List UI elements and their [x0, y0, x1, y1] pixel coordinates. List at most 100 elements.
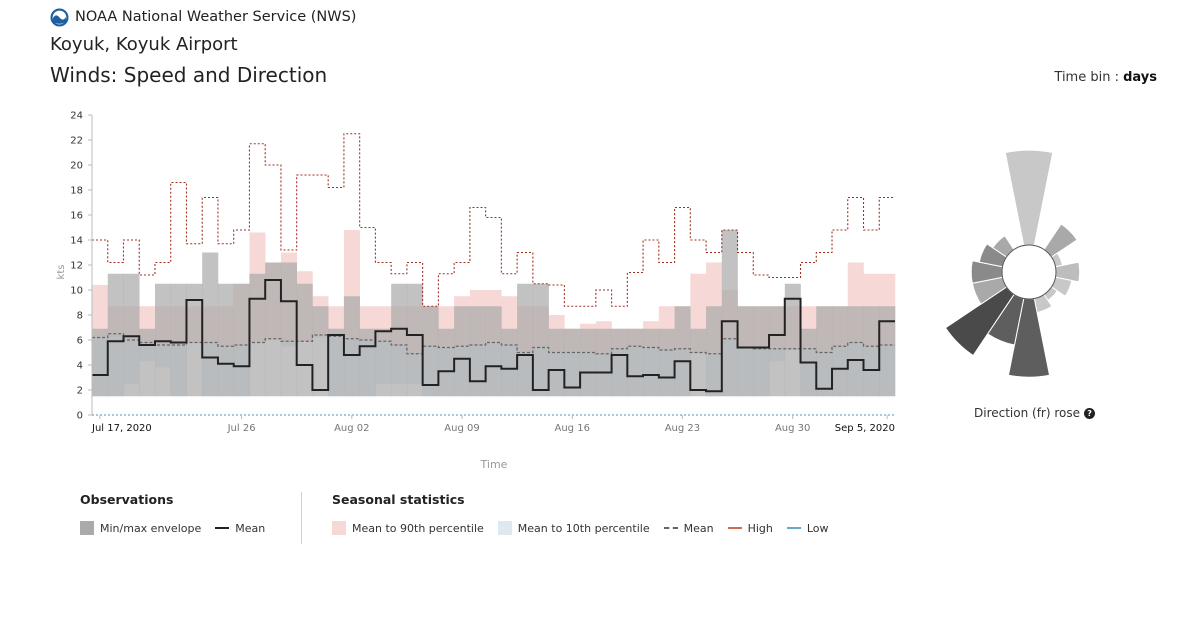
legend-label: Mean: [683, 521, 714, 535]
y-tick-label: 22: [70, 136, 83, 147]
envelope-bar: [690, 328, 707, 397]
envelope-bar: [769, 306, 786, 397]
rose-petal-ne: [1043, 223, 1078, 258]
envelope-bar: [280, 262, 297, 397]
x-tick-label: Jul 17, 2020: [91, 423, 152, 434]
x-tick-label: Sep 5, 2020: [835, 423, 895, 434]
envelope-bar: [249, 273, 266, 397]
rose-petal-n: [1004, 149, 1054, 247]
envelope-bar: [359, 328, 376, 397]
y-tick-label: 18: [70, 186, 83, 197]
x-tick-label: Aug 02: [334, 423, 369, 434]
envelope-bar: [816, 306, 833, 397]
envelope-bar: [879, 306, 896, 397]
legend-item-high[interactable]: High: [727, 521, 773, 535]
p10-swatch: [497, 521, 512, 535]
brand: NOAA National Weather Service (NWS): [50, 7, 356, 27]
y-tick-label: 6: [77, 336, 83, 347]
y-axis-label: kts: [56, 265, 67, 280]
envelope-bar: [548, 328, 565, 397]
legend-item-seasonal-mean[interactable]: Mean: [663, 521, 714, 535]
envelope-bar: [296, 283, 313, 397]
envelope-bar: [627, 328, 644, 397]
y-tick-label: 12: [70, 261, 83, 272]
x-tick-layer: Jul 17, 2020 Jul 26 Aug 02 Aug 09 Aug 16 Aug …: [91, 415, 895, 434]
legend-item-low[interactable]: Low: [786, 522, 829, 535]
envelope-bar: [595, 328, 612, 397]
envelope-bar: [233, 283, 250, 397]
envelope-bar: [658, 328, 675, 397]
x-tick-label: Aug 23: [665, 423, 700, 434]
envelope-bar: [328, 328, 345, 397]
time-bin-value[interactable]: days: [1123, 70, 1157, 85]
envelope-bar: [92, 328, 109, 397]
legend-label: Min/max envelope: [100, 521, 202, 535]
y-tick-label: 16: [70, 211, 83, 222]
envelope-bar: [343, 296, 360, 397]
y-tick-label: 14: [70, 236, 83, 247]
envelope-bar: [217, 283, 235, 397]
direction-rose: [944, 149, 1081, 378]
envelope-bar: [312, 306, 329, 397]
high-line: [92, 133, 895, 307]
seasonal-legend-title: Seasonal statistics: [332, 492, 465, 507]
y-tick-label: 0: [77, 411, 83, 422]
low-swatch: [786, 527, 801, 529]
envelope-bar: [422, 306, 439, 397]
y-tick-label: 2: [77, 386, 83, 397]
legend-label: High: [747, 521, 773, 535]
envelope-bar: [580, 328, 597, 397]
time-bin-label: Time bin :: [1054, 70, 1119, 85]
mean-swatch: [215, 527, 230, 529]
mean-line: [92, 279, 895, 393]
envelope-bar: [406, 283, 423, 397]
x-tick-label: Jul 26: [227, 423, 256, 434]
x-tick-label: Aug 30: [775, 423, 810, 434]
envelope-layer: [92, 230, 896, 397]
envelope-bar: [643, 328, 660, 397]
rose-caption: Direction (fr) rose ?: [974, 406, 1096, 420]
envelope-bar: [391, 283, 408, 397]
envelope-bar: [784, 283, 801, 397]
y-tick-label: 10: [70, 286, 83, 297]
envelope-bar: [186, 283, 203, 397]
envelope-bar: [170, 283, 187, 397]
legend-label: Mean: [235, 521, 266, 535]
seasonal-mean-swatch: [663, 527, 678, 529]
legend-item-mean[interactable]: Mean: [215, 522, 265, 535]
x-tick-label: Aug 16: [555, 423, 590, 434]
question-circle-icon[interactable]: ?: [1084, 407, 1096, 419]
rose-center: [1001, 244, 1057, 300]
y-tick-label: 24: [70, 111, 83, 122]
brand-name: NOAA National Weather Service (NWS): [75, 9, 357, 25]
envelope-bar: [139, 328, 156, 397]
envelope-bar: [706, 306, 723, 397]
p90-bar: [92, 285, 109, 338]
y-tick-label: 4: [77, 361, 83, 372]
envelope-bar: [154, 283, 172, 397]
envelope-bar: [501, 328, 518, 397]
envelope-bar: [438, 328, 455, 397]
y-tick-label: 20: [70, 161, 83, 172]
minmax-swatch: [80, 521, 94, 535]
envelope-bar: [721, 230, 738, 397]
legend-item-p10[interactable]: Mean to 10th percentile: [497, 521, 650, 535]
legend-item-minmax[interactable]: Min/max envelope: [80, 521, 201, 535]
envelope-bar: [564, 328, 581, 397]
p90-swatch: [332, 521, 346, 535]
observations-legend: Observations Min/max envelope Mean: [80, 492, 279, 535]
envelope-bar: [469, 306, 486, 397]
envelope-bar: [485, 306, 502, 397]
envelope-bar: [737, 306, 754, 397]
time-bin-selector[interactable]: Time bin : days: [1054, 70, 1157, 85]
envelope-bar: [832, 306, 849, 397]
envelope-bar: [611, 328, 628, 397]
envelope-bar: [265, 262, 282, 397]
envelope-bar: [107, 273, 124, 397]
envelope-bar: [847, 306, 864, 397]
high-swatch: [727, 527, 742, 529]
legend-label: Mean to 90th percentile: [352, 521, 484, 535]
envelope-bar: [123, 273, 140, 397]
envelope-bar: [753, 306, 770, 397]
legend-item-p90[interactable]: Mean to 90th percentile: [332, 521, 484, 535]
